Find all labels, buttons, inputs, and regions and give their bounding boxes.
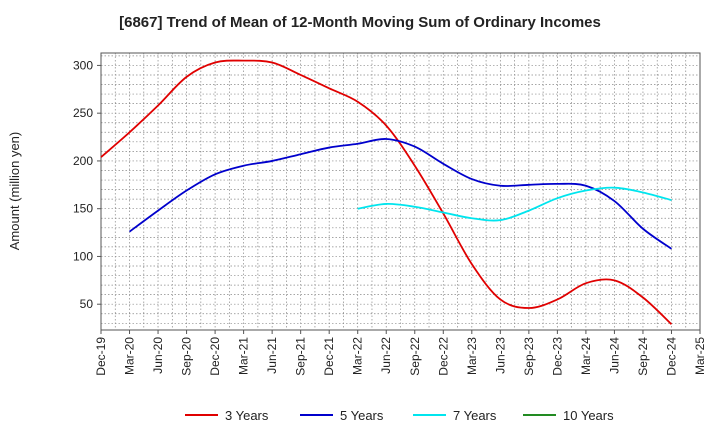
- legend-label-7-years: 7 Years: [453, 408, 497, 423]
- y-tick-label: 150: [73, 202, 93, 216]
- legend: 3 Years 5 Years 7 Years 10 Years: [185, 408, 614, 423]
- x-tick-label: Dec-21: [322, 337, 336, 376]
- x-tick-label: Mar-25: [693, 337, 707, 375]
- x-tick-label: Mar-20: [123, 337, 137, 375]
- series-lines: [100, 59, 673, 325]
- legend-label-10-years: 10 Years: [563, 408, 614, 423]
- x-tick-label: Dec-19: [94, 337, 108, 376]
- x-tick-label: Mar-21: [237, 337, 251, 375]
- x-tick-label: Dec-23: [550, 337, 564, 376]
- x-tick-label: Jun-20: [151, 337, 165, 374]
- chart-title: [6867] Trend of Mean of 12-Month Moving …: [119, 14, 601, 31]
- y-tick-label: 100: [73, 249, 93, 263]
- series-line-5-years: [128, 138, 672, 250]
- x-tick-label: Dec-24: [664, 337, 678, 376]
- x-tick-label: Sep-20: [180, 337, 194, 376]
- series-line-7-years: [357, 186, 672, 222]
- y-tick-label: 200: [73, 154, 93, 168]
- x-tick-label: Mar-23: [465, 337, 479, 375]
- x-tick-label: Dec-22: [436, 337, 450, 376]
- x-tick-label: Jun-22: [379, 337, 393, 374]
- x-tick-label: Sep-23: [522, 337, 536, 376]
- y-tick-label: 50: [80, 297, 94, 311]
- y-tick-label: 250: [73, 106, 93, 120]
- legend-label-3-years: 3 Years: [225, 408, 269, 423]
- x-tick-label: Sep-21: [294, 337, 308, 376]
- x-tick-label: Sep-24: [636, 337, 650, 376]
- x-tick-label: Jun-23: [493, 337, 507, 374]
- series-line-3-years: [100, 59, 673, 325]
- plot-frame: [100, 52, 701, 331]
- x-tick-label: Mar-22: [351, 337, 365, 375]
- x-tick-label: Dec-20: [208, 337, 222, 376]
- x-tick-label: Sep-22: [408, 337, 422, 376]
- x-tick-label: Jun-21: [265, 337, 279, 374]
- axes: 50 100 150 200 250 300 Dec-19 Mar-20 Jun-20 Sep-2…: [73, 52, 707, 376]
- x-tick-label: Mar-24: [579, 337, 593, 375]
- y-axis-label: Amount (million yen): [7, 132, 22, 251]
- x-tick-label: Jun-24: [607, 337, 621, 374]
- grid: [100, 53, 701, 330]
- y-tick-label: 300: [73, 58, 93, 72]
- legend-label-5-years: 5 Years: [340, 408, 384, 423]
